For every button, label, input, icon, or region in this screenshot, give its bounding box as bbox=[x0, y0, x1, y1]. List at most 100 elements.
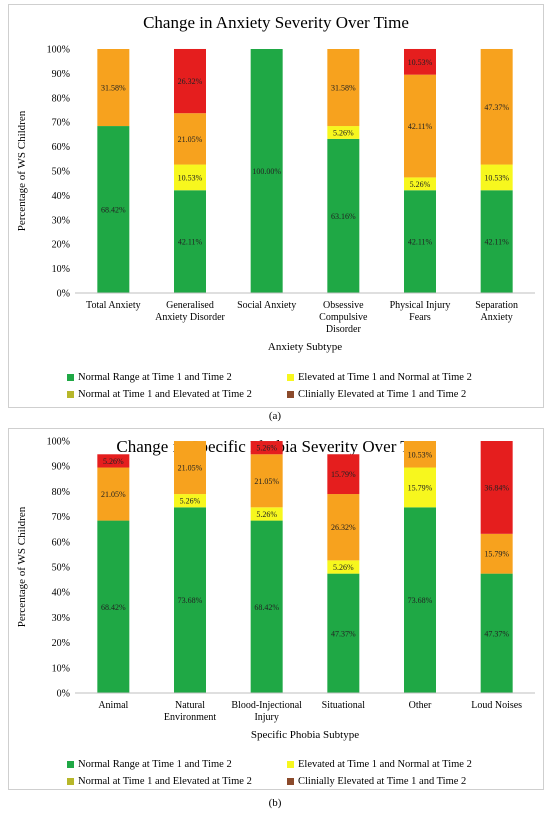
y-tick-label: 50% bbox=[52, 167, 70, 178]
bar-segment bbox=[174, 507, 206, 693]
data-label: 26.32% bbox=[331, 523, 356, 532]
y-tick-label: 90% bbox=[52, 69, 70, 80]
data-label: 31.58% bbox=[101, 84, 126, 93]
data-label: 15.79% bbox=[408, 483, 433, 492]
bar-segment bbox=[97, 467, 130, 521]
y-axis-label: Percentage of WS Children bbox=[16, 110, 28, 231]
data-label: 15.79% bbox=[331, 470, 356, 479]
legend-swatch bbox=[67, 391, 74, 398]
legend-label: Normal at Time 1 and Elevated at Time 2 bbox=[78, 776, 252, 787]
bar-segment bbox=[97, 520, 130, 693]
y-tick-label: 90% bbox=[52, 462, 70, 473]
data-label: 47.37% bbox=[484, 103, 509, 112]
bar-segment bbox=[174, 190, 206, 293]
x-tick-label: Situational bbox=[322, 700, 366, 711]
x-axis-label: Anxiety Subtype bbox=[268, 341, 342, 353]
bar-segment bbox=[174, 48, 206, 114]
legend-item: Normal Range at Time 1 and Time 2 bbox=[67, 372, 232, 383]
y-tick-label: 100% bbox=[47, 437, 70, 448]
data-label: 42.11% bbox=[408, 122, 433, 131]
bar-segment bbox=[404, 74, 436, 178]
data-label: 21.05% bbox=[254, 477, 279, 486]
legend-swatch bbox=[67, 761, 74, 768]
legend-label: Normal at Time 1 and Elevated at Time 2 bbox=[78, 389, 252, 400]
bar-segment bbox=[250, 507, 283, 521]
x-tick-label: Environment bbox=[164, 712, 216, 723]
x-tick-label: Other bbox=[409, 700, 432, 711]
data-label: 31.58% bbox=[331, 84, 356, 93]
x-tick-label: Obsessive bbox=[323, 300, 364, 311]
data-label: 5.26% bbox=[410, 180, 431, 189]
bar-segment bbox=[250, 520, 283, 693]
x-tick-label: Generalised bbox=[166, 300, 214, 311]
x-tick-label: Separation bbox=[475, 300, 518, 311]
data-label: 15.79% bbox=[484, 550, 509, 559]
bar-segment bbox=[250, 441, 283, 455]
legend-swatch bbox=[287, 374, 294, 381]
y-tick-label: 100% bbox=[47, 45, 70, 56]
legend-item: Elevated at Time 1 and Normal at Time 2 bbox=[287, 372, 472, 383]
legend-swatch bbox=[287, 778, 294, 785]
bar-segment bbox=[250, 49, 283, 293]
data-label: 47.37% bbox=[331, 629, 356, 638]
y-tick-label: 40% bbox=[52, 588, 70, 599]
data-label: 26.32% bbox=[178, 77, 203, 86]
bar-segment bbox=[250, 454, 283, 508]
bar-segment bbox=[327, 454, 360, 495]
y-axis-label: Percentage of WS Children bbox=[16, 506, 28, 627]
data-label: 5.26% bbox=[103, 457, 124, 466]
legend-item: Normal Range at Time 1 and Time 2 bbox=[67, 759, 232, 770]
bar-segment bbox=[404, 467, 436, 508]
data-label: 73.68% bbox=[178, 596, 203, 605]
x-tick-label: Animal bbox=[98, 700, 128, 711]
legend-swatch bbox=[287, 391, 294, 398]
data-label: 63.16% bbox=[331, 212, 356, 221]
data-label: 42.11% bbox=[408, 238, 433, 247]
data-label: 100.00% bbox=[252, 167, 281, 176]
bar-segment bbox=[174, 494, 206, 508]
x-tick-label: Physical Injury bbox=[390, 300, 451, 311]
y-tick-label: 10% bbox=[52, 663, 70, 674]
x-tick-label: Disorder bbox=[326, 324, 362, 335]
legend-label: Normal Range at Time 1 and Time 2 bbox=[78, 372, 232, 383]
chart-panel-b: Change in Specific Phobia Severity Over … bbox=[8, 428, 544, 790]
x-tick-label: Anxiety Disorder bbox=[155, 312, 225, 323]
data-label: 47.37% bbox=[484, 629, 509, 638]
data-label: 5.26% bbox=[333, 563, 354, 572]
data-label: 10.53% bbox=[178, 173, 203, 182]
bar-segment bbox=[480, 164, 513, 191]
x-tick-label: Loud Noises bbox=[471, 700, 522, 711]
x-tick-label: Compulsive bbox=[319, 312, 368, 323]
legend-label: Elevated at Time 1 and Normal at Time 2 bbox=[298, 759, 472, 770]
bar-segment bbox=[327, 560, 360, 574]
y-tick-label: 80% bbox=[52, 93, 70, 104]
bar-segment bbox=[480, 573, 513, 693]
chart-plot-a: Percentage of WS Children 0% 10% 20% 30% 40% 5… bbox=[16, 45, 535, 353]
bar-segment bbox=[97, 49, 130, 127]
data-label: 36.84% bbox=[484, 483, 509, 492]
legend-item: Normal at Time 1 and Elevated at Time 2 bbox=[67, 776, 252, 787]
y-tick-label: 60% bbox=[52, 537, 70, 548]
y-tick-label: 30% bbox=[52, 215, 70, 226]
data-label: 5.26% bbox=[256, 510, 277, 519]
y-tick-label: 20% bbox=[52, 638, 70, 649]
bar-segment bbox=[404, 48, 436, 75]
bar-segment bbox=[404, 177, 436, 191]
data-label: 10.53% bbox=[484, 173, 509, 182]
data-label: 10.53% bbox=[408, 58, 433, 67]
legend-swatch bbox=[287, 761, 294, 768]
bar-segment bbox=[327, 494, 360, 561]
data-label: 42.11% bbox=[484, 238, 509, 247]
y-tick-label: 50% bbox=[52, 563, 70, 574]
bar-segment bbox=[404, 190, 436, 293]
data-label: 42.11% bbox=[178, 238, 203, 247]
data-label: 68.42% bbox=[101, 206, 126, 215]
legend-label: Clinially Elevated at Time 1 and Time 2 bbox=[298, 776, 467, 787]
data-label: 10.53% bbox=[408, 450, 433, 459]
data-label: 5.26% bbox=[333, 128, 354, 137]
y-tick-label: 70% bbox=[52, 512, 70, 523]
x-tick-label: Total Anxiety bbox=[86, 300, 141, 311]
bar-segment bbox=[404, 441, 436, 468]
x-tick-label: Injury bbox=[254, 712, 278, 723]
legend-label: Elevated at Time 1 and Normal at Time 2 bbox=[298, 372, 472, 383]
